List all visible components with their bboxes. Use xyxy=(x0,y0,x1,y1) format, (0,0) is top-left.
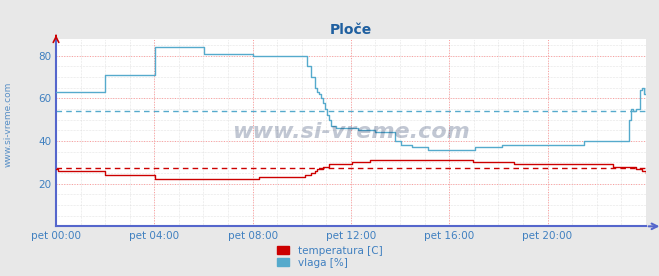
Title: Ploče: Ploče xyxy=(330,23,372,38)
Text: www.si-vreme.com: www.si-vreme.com xyxy=(4,81,13,167)
Text: www.si-vreme.com: www.si-vreme.com xyxy=(232,123,470,142)
Legend: temperatura [C], vlaga [%]: temperatura [C], vlaga [%] xyxy=(273,242,386,271)
